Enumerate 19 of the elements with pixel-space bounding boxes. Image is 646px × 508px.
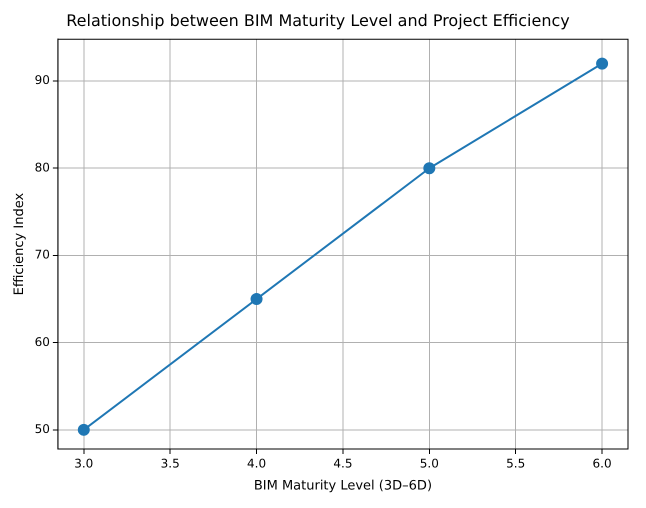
y-tick-label: 80 [34,160,50,174]
x-tick-label: 3.0 [74,456,94,470]
point [78,424,90,436]
x-tick-label: 5.5 [506,456,526,470]
point [423,162,436,174]
y-tick-label: 60 [34,334,50,349]
x-tick-label: 5.0 [420,456,439,470]
point [596,58,608,70]
x-tick-label: 4.5 [333,456,352,470]
chart-title: Relationship between BIM Maturity Level and Project Efficiency [66,10,570,30]
y-tick-label: 70 [34,248,50,262]
y-axis-title: Efficiency Index [12,192,28,296]
x-tick-label: 6.0 [592,456,612,470]
point [250,293,263,306]
x-tick-label: 4.0 [247,456,266,470]
y-tick-label: 50 [34,422,50,436]
x-tick-label: 3.5 [160,456,180,470]
x-axis-title: BIM Maturity Level (3D–6D) [254,478,432,494]
y-tick-label: 90 [34,73,50,88]
